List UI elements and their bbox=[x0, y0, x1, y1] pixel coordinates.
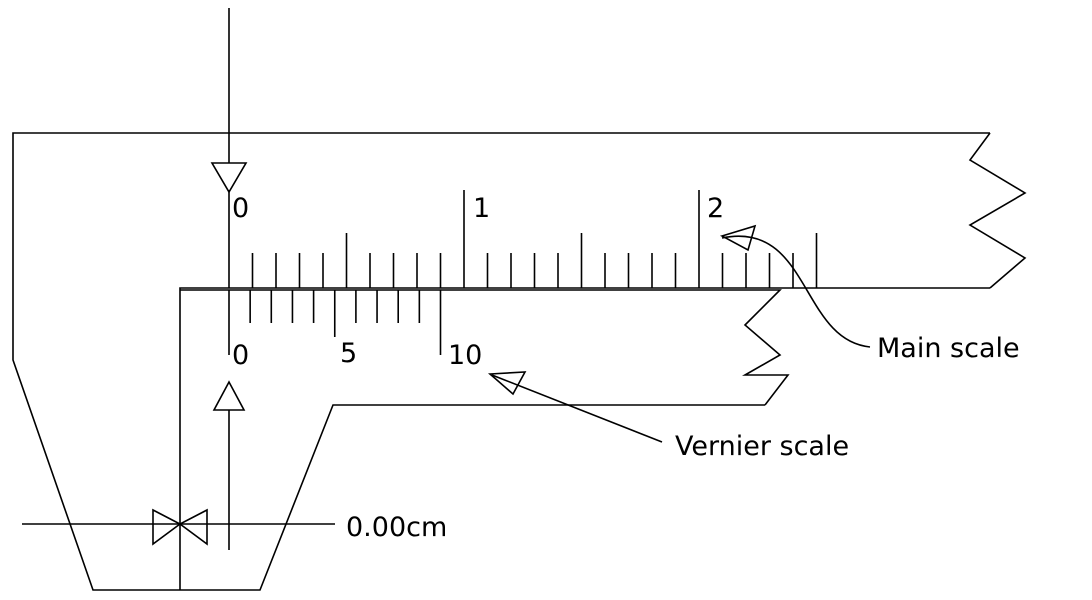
main-zero-arrow-icon bbox=[210, 162, 248, 194]
main-scale-edge bbox=[179, 287, 990, 590]
main-scale-callout bbox=[721, 235, 871, 348]
jaw-right-arrow-icon bbox=[178, 508, 208, 546]
main-scale-number-2: 2 bbox=[707, 193, 724, 224]
main-scale-number-0: 0 bbox=[232, 193, 249, 224]
main-scale-callout-arrow-icon bbox=[719, 224, 757, 252]
jaw-left-arrow-icon bbox=[152, 508, 182, 546]
vernier-scale-label: Vernier scale bbox=[675, 431, 849, 462]
vernier-scale-callout-arrow-icon bbox=[487, 371, 527, 396]
reading-value: 0.00cm bbox=[346, 512, 447, 543]
main-scale-number-1: 1 bbox=[473, 193, 490, 224]
main-scale-break bbox=[968, 132, 1027, 289]
vernier-scale-ticks bbox=[228, 290, 442, 355]
vernier-zero-arrow-icon bbox=[212, 380, 246, 411]
vernier-scale-number-5: 5 bbox=[340, 338, 357, 369]
vernier-break bbox=[740, 289, 790, 406]
main-scale-body bbox=[12, 132, 990, 591]
vernier-jaw bbox=[183, 404, 765, 591]
vernier-scale-number-10: 10 bbox=[448, 340, 482, 371]
main-scale-ticks bbox=[228, 190, 818, 288]
vernier-scale-callout bbox=[491, 374, 663, 443]
vernier-scale-number-0: 0 bbox=[232, 340, 249, 371]
main-scale-label: Main scale bbox=[877, 333, 1020, 364]
